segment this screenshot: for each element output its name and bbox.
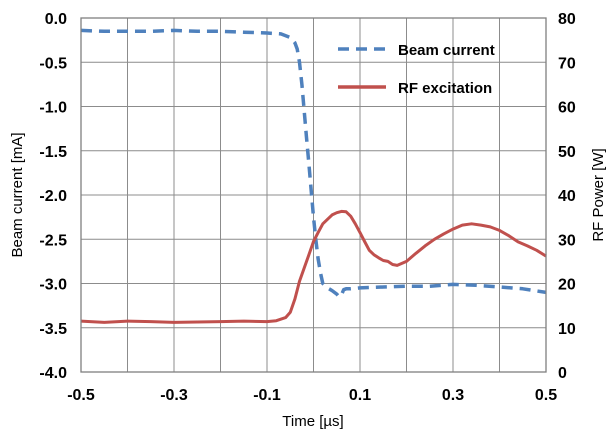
y-axis-left-title: Beam current [mA] xyxy=(9,132,26,257)
x-tick-label: -0.3 xyxy=(160,387,188,404)
x-tick-label: 0.5 xyxy=(535,387,557,404)
y-right-tick-label: 70 xyxy=(558,55,576,72)
legend-label-rf-excitation: RF excitation xyxy=(398,80,492,97)
plot-series xyxy=(80,28,547,324)
y-left-tick-label: -1.0 xyxy=(39,100,67,117)
x-axis-title: Time [µs] xyxy=(282,413,343,430)
y-right-tick-label: 60 xyxy=(558,100,576,117)
y-left-tick-label: -3.0 xyxy=(39,277,67,294)
x-tick-label: 0.3 xyxy=(442,387,464,404)
y-right-tick-label: 40 xyxy=(558,188,576,205)
gridlines xyxy=(80,17,547,373)
x-tick-label: 0.1 xyxy=(349,387,371,404)
y-right-tick-label: 20 xyxy=(558,277,576,294)
y-right-tick-label: 80 xyxy=(558,11,576,28)
y-left-tick-label: -0.5 xyxy=(39,55,67,72)
x-tick-label: -0.5 xyxy=(67,387,95,404)
legend-label-beam-current: Beam current xyxy=(398,42,495,59)
y-left-tick-label: -1.5 xyxy=(39,144,67,161)
y-left-tick-label: -2.5 xyxy=(39,232,67,249)
y-right-tick-label: 10 xyxy=(558,321,576,338)
tick-labels: -0.5 -0.3 -0.1 0.1 0.3 0.5 0.0 -0.5 -1.0 -1.5 -2.0… xyxy=(39,11,575,404)
y-right-tick-label: 0 xyxy=(558,365,567,382)
y-left-tick-label: -2.0 xyxy=(39,188,67,205)
y-left-tick-label: -4.0 xyxy=(39,365,67,382)
y-right-tick-label: 50 xyxy=(558,144,576,161)
series-line-rf-excitation xyxy=(80,209,547,324)
y-right-tick-label: 30 xyxy=(558,232,576,249)
legend: Beam current RF excitation xyxy=(338,42,495,97)
y-left-tick-label: -3.5 xyxy=(39,321,67,338)
x-tick-label: -0.1 xyxy=(253,387,281,404)
plot-frame xyxy=(80,17,547,373)
y-left-tick-label: 0.0 xyxy=(45,11,67,28)
y-axis-right-title: RF Power [W] xyxy=(590,148,607,241)
